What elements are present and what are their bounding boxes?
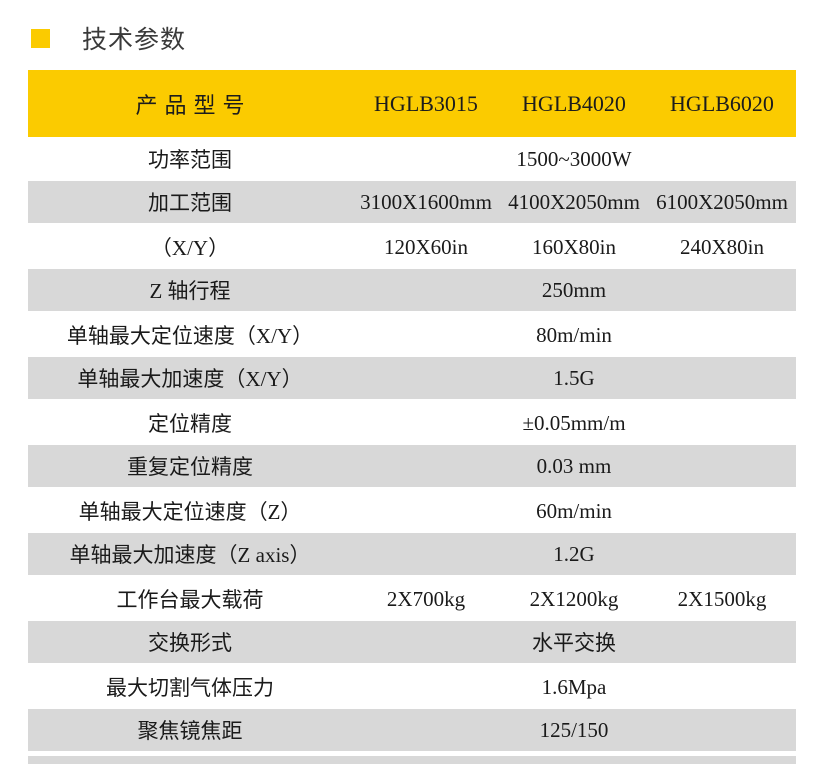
param-value: 1.2G xyxy=(553,541,595,566)
param-value: 2X1200kg xyxy=(529,586,619,611)
param-value: 0.03 mm xyxy=(536,453,612,478)
param-label: 单轴最大加速度（Z axis） xyxy=(69,543,311,567)
column-header-hglb4020: HGLB4020 xyxy=(522,90,626,116)
param-value: 125/150 xyxy=(539,717,609,742)
param-value: 3100X1600mm xyxy=(360,189,492,214)
param-value: 2X1500kg xyxy=(677,586,767,611)
section-header: 技术参数 xyxy=(31,20,186,56)
param-value: 6100X2050mm xyxy=(656,189,788,214)
param-value: 1.6Mpa xyxy=(541,674,607,699)
next-row-partial xyxy=(28,756,796,764)
param-value: 240X80in xyxy=(680,234,764,259)
table-row: 工作台最大载荷 2X700kg 2X1200kg 2X1500kg xyxy=(28,577,796,621)
spec-table-body: 功率范围 1500~3000W 加工范围 3100X1600mm 4100X2050mm… xyxy=(28,137,796,753)
column-header-hglb6020: HGLB6020 xyxy=(670,90,774,116)
column-header-product-model: 产品型号 xyxy=(135,92,252,118)
param-value: 80m/min xyxy=(536,322,612,347)
param-value: 1.5G xyxy=(553,365,595,390)
param-label: 定位精度 xyxy=(148,412,232,436)
column-header-hglb3015: HGLB3015 xyxy=(374,90,478,116)
spec-table: 产品型号 HGLB3015 HGLB4020 HGLB6020 功率范围 1500… xyxy=(28,70,796,764)
table-row: 定位精度 ±0.05mm/m xyxy=(28,401,796,445)
param-value: 160X80in xyxy=(532,234,616,259)
param-label: 聚焦镜焦距 xyxy=(137,719,243,743)
param-label: 工作台最大载荷 xyxy=(116,588,264,612)
param-value: 水平交换 xyxy=(532,631,616,655)
table-row: 单轴最大定位速度（Z） 60m/min xyxy=(28,489,796,533)
param-value: 120X60in xyxy=(384,234,468,259)
table-row: （X/Y） 120X60in 160X80in 240X80in xyxy=(28,225,796,269)
table-row: 加工范围 3100X1600mm 4100X2050mm 6100X2050mm xyxy=(28,181,796,225)
table-row: 交换形式 水平交换 xyxy=(28,621,796,665)
param-value: 2X700kg xyxy=(386,586,466,611)
param-label: 重复定位精度 xyxy=(127,455,253,479)
param-value: 250mm xyxy=(541,277,607,302)
table-row: 功率范围 1500~3000W xyxy=(28,137,796,181)
param-label: 功率范围 xyxy=(148,148,232,172)
param-label: 最大切割气体压力 xyxy=(106,676,274,700)
param-label: 单轴最大定位速度（Z） xyxy=(78,500,302,524)
param-value: ±0.05mm/m xyxy=(522,410,626,435)
table-row: Z 轴行程 250mm xyxy=(28,269,796,313)
param-label: 交换形式 xyxy=(148,631,232,655)
param-value: 4100X2050mm xyxy=(508,189,640,214)
section-title: 技术参数 xyxy=(82,27,187,54)
table-row: 单轴最大加速度（X/Y） 1.5G xyxy=(28,357,796,401)
param-label: Z 轴行程 xyxy=(149,279,231,303)
param-label: 单轴最大定位速度（X/Y） xyxy=(66,324,314,348)
table-row: 最大切割气体压力 1.6Mpa xyxy=(28,665,796,709)
param-label: 加工范围 xyxy=(148,191,232,215)
param-label: （X/Y） xyxy=(150,236,230,260)
param-label: 单轴最大加速度（X/Y） xyxy=(77,367,303,391)
table-header-row: 产品型号 HGLB3015 HGLB4020 HGLB6020 xyxy=(28,70,796,137)
table-row: 单轴最大定位速度（X/Y） 80m/min xyxy=(28,313,796,357)
param-value: 1500~3000W xyxy=(516,146,632,171)
table-row: 聚焦镜焦距 125/150 xyxy=(28,709,796,753)
table-row: 单轴最大加速度（Z axis） 1.2G xyxy=(28,533,796,577)
table-row: 重复定位精度 0.03 mm xyxy=(28,445,796,489)
param-value: 60m/min xyxy=(536,498,612,523)
section-bullet-icon xyxy=(31,28,50,48)
